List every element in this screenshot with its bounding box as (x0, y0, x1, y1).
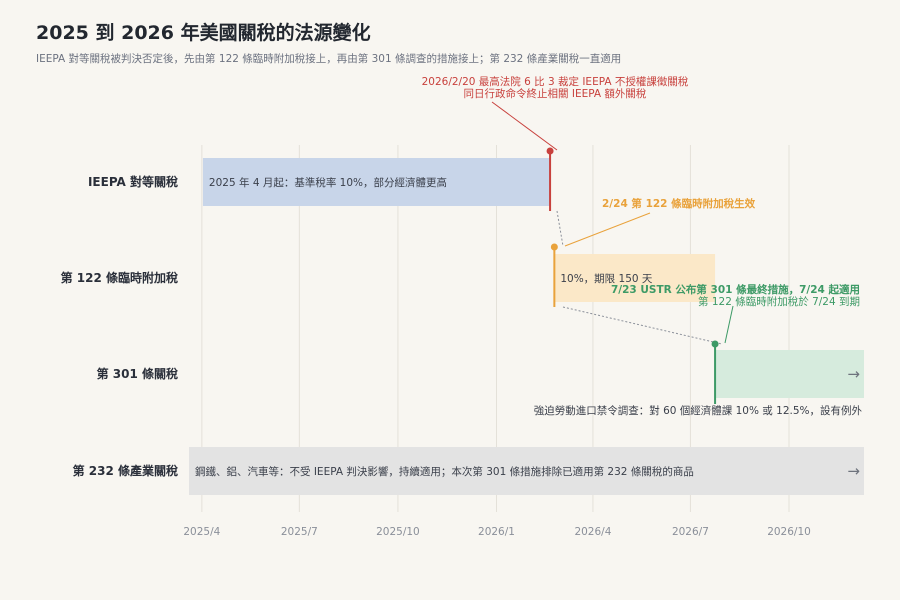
event-leader (491, 101, 558, 151)
x-tick-label: 2026/7 (672, 526, 709, 538)
timeline-bar (554, 254, 716, 302)
bar-label: 強迫勞動進口禁令調查：對 60 個經濟體課 10% 或 12.5%，設有例外 (534, 404, 863, 417)
bar-label: 鋼鐵、鋁、汽車等：不受 IEEPA 判決影響，持續適用；本次第 301 條措施排… (195, 465, 694, 478)
continuation-arrow: → (847, 462, 860, 480)
transition-link (556, 210, 564, 247)
event-marker (546, 147, 554, 155)
x-tick-label: 2026/1 (478, 526, 515, 538)
x-tick-label: 2025/7 (281, 526, 318, 538)
row-label: IEEPA 對等關稅 (88, 174, 178, 189)
timeline-bar (202, 158, 551, 206)
x-tick-label: 2025/4 (183, 526, 220, 538)
event-label: 2/24 第 122 條臨時附加稅生效 (602, 197, 756, 210)
event-marker (711, 340, 719, 348)
chart-title: 2025 到 2026 年美國關稅的法源變化 (36, 22, 371, 44)
row-label: 第 301 條關稅 (97, 366, 178, 381)
x-tick-label: 2026/4 (574, 526, 611, 538)
continuation-arrow: → (847, 365, 860, 383)
timeline-bar (189, 447, 864, 495)
bar-label: 10%，期限 150 天 (560, 273, 653, 285)
row-label: 第 232 條產業關稅 (73, 463, 178, 478)
event-leader (564, 212, 651, 247)
transition-link (562, 306, 723, 345)
event-label: 2026/2/20 最高法院 6 比 3 裁定 IEEPA 不授權課徵關稅 (422, 75, 689, 88)
event-label: 第 122 條臨時附加稅於 7/24 到期 (698, 295, 860, 308)
event-leader (724, 305, 734, 344)
bar-label: 2025 年 4 月起：基準稅率 10%，部分經濟體更高 (209, 176, 447, 189)
event-label: 7/23 USTR 公布第 301 條最終措施，7/24 起適用 (611, 283, 860, 296)
timeline-bar (715, 350, 864, 398)
x-tick-label: 2026/10 (767, 526, 811, 538)
event-marker (550, 243, 558, 251)
row-label: 第 122 條臨時附加稅 (61, 270, 178, 285)
chart-subtitle: IEEPA 對等關稅被判決否定後，先由第 122 條臨時附加稅接上，再由第 30… (36, 53, 622, 65)
event-label: 同日行政命令終止相關 IEEPA 額外關稅 (464, 87, 647, 100)
x-tick-label: 2025/10 (376, 526, 420, 538)
